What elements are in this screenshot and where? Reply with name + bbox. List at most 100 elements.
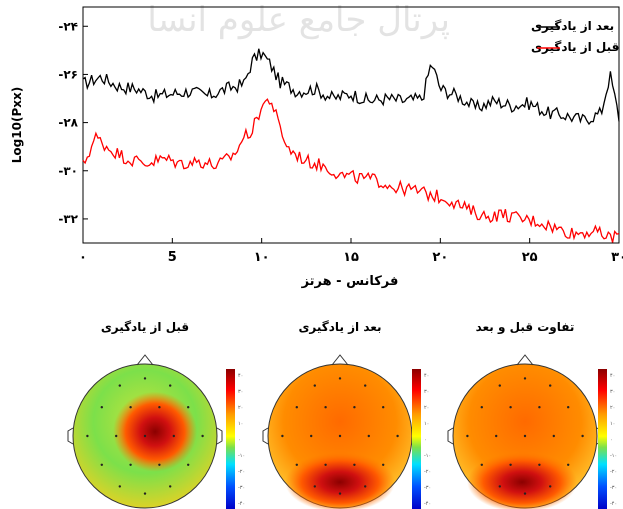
electrode-dot (86, 434, 89, 438)
electrode-dot (201, 434, 204, 438)
y-tick-label: -۳۰ (58, 164, 78, 178)
electrode-dot (169, 384, 172, 387)
electrode-dot (382, 463, 385, 466)
series-line-before (82, 98, 620, 243)
colorbar-label: -۱۰ (424, 453, 431, 459)
electrode-dot (158, 463, 161, 466)
x-tick-label: ۰ (79, 250, 87, 265)
right-ear (216, 427, 223, 445)
electrode-dot (324, 463, 327, 466)
electrode-dot (364, 384, 367, 387)
colorbar-label: ۰ (238, 437, 241, 443)
electrode-dot (538, 406, 541, 409)
electrode-dot (523, 492, 527, 495)
electrode-dot (118, 384, 122, 387)
x-tick-label: ۲۰ (432, 250, 448, 265)
electrode-dot (466, 434, 469, 438)
topomap-title: تفاوت قبل و بعد (476, 320, 575, 335)
electrode-dot (480, 463, 483, 466)
electrode-dot (172, 434, 175, 438)
activation-hotspot (467, 452, 578, 509)
electrode-dot (118, 485, 122, 488)
y-tick-label: -۲۸ (58, 116, 78, 130)
colorbar-label: -۳۰ (610, 485, 617, 491)
legend: بعد از یادگیری قبل از یادگیری (531, 19, 619, 54)
electrode-dot (567, 463, 570, 466)
electrode-dot (169, 485, 172, 488)
colorbar-label: ۲۰ (238, 405, 243, 411)
colorbar-label: ۳۰ (610, 389, 615, 395)
electrode-dot (523, 434, 527, 438)
colorbar-label: ۰ (610, 437, 613, 443)
colorbar-label: -۳۰ (238, 485, 245, 491)
electrode-dot (338, 434, 342, 438)
spectrum-chart: ۰ 5 ۱۰ ۱۵ ۲۰ ۲۵ ۳۰ -۲۴-۲۶-۲۸-۳۰-۳۲ Log10(Pxx) … (10, 6, 623, 289)
colorbar-label: -۴۰ (424, 501, 431, 507)
activation-hotspot (113, 391, 198, 472)
colorbar (412, 369, 421, 509)
electrode-dot (509, 463, 512, 466)
electrode-dot (100, 463, 104, 466)
electrode-dot (353, 406, 356, 409)
x-tick-label: ۲۵ (522, 250, 538, 265)
electrode-dot (129, 406, 132, 409)
colorbar-label: ۴۰ (610, 373, 615, 379)
colorbar-label: ۱۰ (424, 421, 429, 427)
nose-outline (516, 354, 534, 366)
x-axis-label: فرکانس - هرتز (301, 274, 399, 289)
electrode-dot (338, 492, 342, 495)
colorbar-label: -۲۰ (238, 469, 245, 475)
colorbar-label: ۱۰ (610, 421, 615, 427)
electrode-dot (567, 406, 570, 409)
electrode-dot (295, 406, 298, 409)
legend-label-after: بعد از یادگیری (531, 19, 614, 33)
y-tick-label: -۲۴ (58, 19, 78, 33)
electrode-dot (396, 434, 399, 438)
activation-hotspot (285, 452, 395, 509)
colorbar-label: -۴۰ (238, 501, 245, 507)
colorbar-label: -۱۰ (610, 453, 617, 459)
colorbar-label: ۰ (424, 437, 427, 443)
electrode-dot (158, 406, 161, 409)
electrode-dot (310, 434, 313, 438)
colorbar-label: -۳۰ (424, 485, 431, 491)
colorbar-label: -۱۰ (238, 453, 245, 459)
x-tick-label: 5 (168, 250, 177, 265)
y-axis-label: Log10(Pxx) (10, 87, 24, 163)
electrode-dot (498, 485, 501, 488)
electrode-dot (187, 463, 190, 466)
electrode-dot (480, 406, 483, 409)
colorbar (598, 369, 607, 509)
electrode-dot (338, 377, 342, 380)
colorbar-label: -۴۰ (610, 501, 617, 507)
colorbar-label: ۱۰ (238, 421, 243, 427)
colorbar-label: ۳۰ (424, 389, 429, 395)
x-tick-label: ۱۰ (254, 250, 270, 265)
electrode-dot (549, 485, 552, 488)
electrode-dot (538, 463, 541, 466)
nose-outline (331, 354, 349, 366)
colorbar (226, 369, 235, 509)
topomaps: قبل از یادگیری ۴۰ ۳۰ ۲۰ ۱۰ ۰ -۱۰ -۲۰ -۳۰ -۴۰ بعد ا… (67, 320, 617, 509)
x-tick-label: ۳۰ (611, 250, 623, 265)
topomap-2: بعد از یادگیری ۴۰ ۳۰ ۲۰ ۱۰ ۰ -۱۰ -۲۰ -۳۰ -۴۰ (262, 320, 431, 509)
topomap-title: بعد از یادگیری (298, 320, 381, 334)
electrode-dot (143, 434, 147, 438)
electrode-dot (143, 492, 147, 495)
electrode-dot (313, 384, 316, 387)
electrode-dot (367, 434, 370, 438)
electrode-dot (129, 463, 132, 466)
colorbar-label: -۲۰ (610, 469, 617, 475)
legend-label-before: قبل از یادگیری (531, 40, 619, 54)
topomap-3: تفاوت قبل و بعد ۴۰ ۳۰ ۲۰ ۱۰ ۰ -۱۰ -۲۰ -۳۰ -۴۰ (447, 320, 617, 509)
electrode-dot (115, 434, 118, 438)
electrode-dot (495, 434, 498, 438)
left-ear (447, 427, 454, 445)
electrode-dot (498, 384, 501, 387)
electrode-dot (143, 377, 147, 380)
electrode-dot (313, 485, 316, 488)
electrode-dot (549, 384, 552, 387)
x-tick-label: ۱۵ (343, 250, 359, 265)
topomap-title: قبل از یادگیری (101, 320, 189, 334)
